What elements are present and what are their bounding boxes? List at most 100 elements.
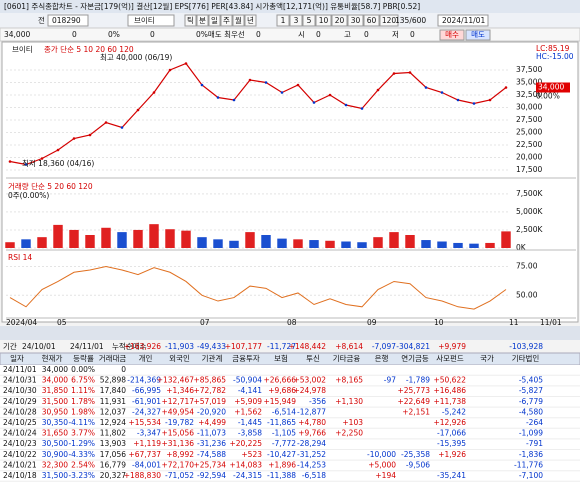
date-box[interactable] — [437, 14, 489, 27]
date-label: 07 — [200, 318, 210, 327]
table-cell: -6,514 — [272, 407, 296, 416]
close-point — [488, 98, 492, 102]
name-box[interactable] — [127, 14, 175, 27]
order-button[interactable] — [439, 29, 465, 41]
table-cell: -4.11% — [68, 418, 95, 427]
period-button[interactable] — [184, 14, 197, 27]
volume-bar — [421, 240, 431, 248]
column-header: 외국인 — [169, 353, 190, 363]
volume-bar — [101, 227, 111, 248]
table-cell: +57,019 — [193, 397, 226, 406]
y-tick-label: 7,500K — [516, 189, 543, 198]
table-cell: +9,686 — [268, 386, 296, 395]
order-label: 매수 — [445, 30, 459, 39]
table-cell: 30,500 — [42, 439, 68, 448]
lc-label: LC:85.19 — [536, 44, 570, 53]
table-cell: -9,506 — [406, 460, 430, 469]
interval-button[interactable] — [347, 14, 364, 27]
table-cell: +22,649 — [397, 397, 430, 406]
table-cell: 0.00% — [71, 365, 95, 374]
query-bar — [0, 341, 580, 353]
table-cell: -10,427 — [267, 450, 296, 459]
table-cell: +4,499 — [198, 418, 226, 427]
close-point — [104, 121, 108, 124]
table-cell: -17,066 — [437, 429, 466, 438]
table-cell: +1,130 — [335, 397, 363, 406]
table-cell: 30,350 — [42, 418, 68, 427]
close-point — [120, 126, 124, 129]
table-cell: 34,000 — [42, 365, 68, 374]
interval-button[interactable] — [289, 14, 303, 27]
column-header: 보험 — [274, 354, 288, 363]
cum-value: -49,433 — [197, 342, 226, 351]
table-cell: 1.11% — [71, 386, 95, 395]
y-tick-label: 0K — [516, 243, 527, 252]
interval-button[interactable] — [379, 14, 399, 27]
cum-value: +107,177 — [225, 342, 263, 351]
table-cell: +132,467 — [157, 376, 195, 385]
table-cell: 13,903 — [100, 439, 126, 448]
close-line — [9, 62, 507, 166]
table-cell: +25,734 — [193, 460, 226, 469]
close-point — [8, 160, 12, 163]
volume-bar — [133, 229, 143, 248]
column-header: 연기금등 — [401, 354, 429, 363]
close-point — [408, 71, 412, 74]
period-button[interactable] — [208, 14, 221, 27]
interval-button[interactable] — [276, 14, 290, 27]
table-cell: +50,622 — [433, 376, 466, 385]
close-point — [168, 68, 172, 72]
period-button[interactable] — [244, 14, 257, 27]
table-cell: -6,518 — [302, 471, 326, 480]
table-cell: +5,909 — [234, 397, 262, 406]
close-point — [312, 101, 316, 104]
table-cell: 24/10/25 — [3, 418, 37, 427]
column-header: 기타법인 — [512, 353, 540, 363]
table-cell: 24/10/28 — [3, 407, 37, 416]
table-cell: -264 — [526, 418, 543, 427]
interval-label: 120 — [382, 16, 397, 25]
column-header: 투신 — [306, 354, 320, 363]
quote-item: 0 — [256, 30, 261, 39]
order-label: 매도 — [471, 30, 485, 39]
table-cell: +2,151 — [402, 407, 430, 416]
volume-bar — [405, 235, 415, 248]
table-cell: -1,445 — [238, 418, 262, 427]
period-button[interactable] — [220, 14, 233, 27]
stock-code: 018290 — [52, 16, 81, 25]
table-cell: 24/10/30 — [3, 386, 37, 395]
interval-button[interactable] — [331, 14, 348, 27]
volume-bar — [21, 239, 31, 248]
table-cell: -5,405 — [519, 376, 543, 385]
interval-button[interactable] — [302, 14, 316, 27]
table-cell: +4,780 — [298, 418, 326, 427]
table-cell: -24,315 — [233, 471, 262, 480]
volume-bar — [485, 242, 495, 248]
order-button[interactable] — [465, 29, 491, 41]
code-box[interactable] — [47, 14, 89, 27]
period-button[interactable] — [196, 14, 209, 27]
volume-bar — [85, 235, 95, 248]
table-cell: -31,252 — [297, 450, 326, 459]
date-label: 2024/04 — [6, 318, 37, 327]
cum-label: 누적순매수 — [112, 341, 147, 351]
table-cell: -1.29% — [68, 439, 95, 448]
table-cell: 24/10/24 — [3, 429, 37, 438]
interval-button[interactable] — [363, 14, 380, 27]
table-cell: -5,242 — [442, 407, 466, 416]
table-cell: +2,250 — [335, 429, 363, 438]
volume-bar — [245, 232, 255, 248]
volume-bar — [261, 235, 271, 248]
period-button[interactable] — [232, 14, 245, 27]
period-label: 월 — [235, 15, 242, 25]
table-cell: -1,836 — [519, 450, 543, 459]
interval-button[interactable] — [315, 14, 332, 27]
stock-name: 브이티 — [134, 15, 155, 25]
volume-bar — [469, 243, 479, 248]
table-cell: 52,898 — [100, 376, 126, 385]
table-cell: +12,926 — [433, 418, 466, 427]
table-cell: +72,782 — [193, 386, 226, 395]
volume-bar — [117, 232, 127, 248]
y-tick-label: 22,500 — [516, 140, 542, 149]
